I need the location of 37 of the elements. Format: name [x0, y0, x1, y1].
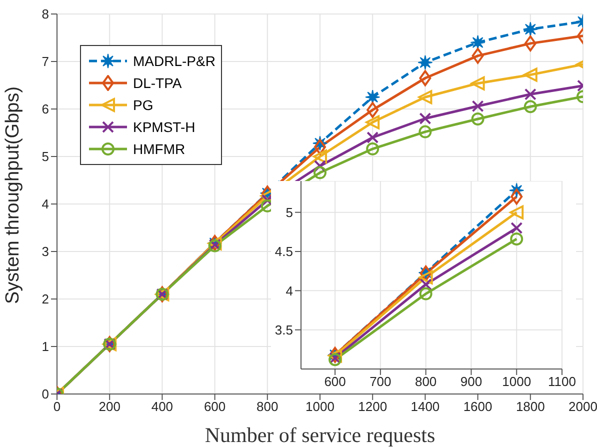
x-tick-label: 400	[151, 399, 174, 414]
y-tick-label: 2	[42, 292, 49, 307]
y-tick-label: 5	[42, 149, 49, 164]
y-tick-label: 3.5	[274, 322, 293, 338]
y-tick-label: 4.5	[274, 244, 293, 260]
x-tick-label: 0	[53, 399, 61, 414]
x-tick-label: 1000	[502, 374, 532, 390]
x-tick-label: 1100	[548, 374, 576, 390]
legend-label: DL-TPA	[133, 75, 182, 91]
x-tick-label: 600	[324, 374, 346, 390]
legend-label: KPMST-H	[133, 119, 196, 135]
x-tick-label: 900	[460, 374, 482, 390]
y-tick-label: 1	[42, 339, 49, 354]
x-tick-label: 600	[204, 399, 226, 414]
y-tick-label: 4	[42, 196, 49, 212]
y-tick-label: 0	[42, 386, 49, 402]
x-axis-title: Number of service requests	[204, 423, 436, 447]
x-tick-label: 1200	[358, 399, 388, 414]
x-tick-label: 200	[98, 399, 120, 414]
legend-label: HMFMR	[133, 141, 186, 157]
y-axis-title: System throughput(Gbps)	[2, 86, 24, 304]
x-tick-label: 1600	[463, 399, 492, 414]
y-tick-label: 3	[42, 244, 49, 260]
x-tick-label: 1800	[516, 399, 545, 414]
x-tick-label: 1000	[306, 399, 334, 414]
y-tick-label: 4	[286, 283, 293, 298]
x-tick-label: 1400	[410, 399, 440, 414]
x-tick-label: 800	[256, 399, 278, 414]
y-tick-label: 6	[42, 102, 49, 117]
x-tick-label: 700	[370, 374, 392, 390]
x-tick-label: 800	[414, 374, 437, 390]
x-tick-label: 2000	[568, 399, 597, 414]
y-tick-label: 5	[286, 204, 293, 220]
legend-label: MADRL-P&R	[133, 53, 216, 69]
y-tick-label: 8	[42, 6, 49, 22]
legend-label: PG	[133, 97, 154, 113]
y-tick-label: 7	[42, 54, 49, 70]
